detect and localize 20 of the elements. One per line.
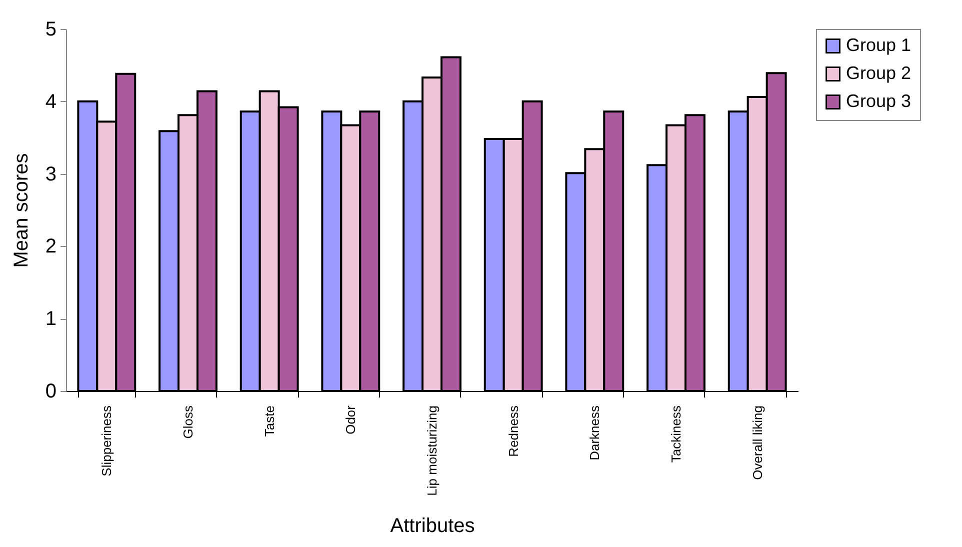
x-tick-label: Darkness [587, 405, 602, 460]
x-tick-label: Gloss [180, 405, 196, 439]
x-tick-label: Odor [343, 404, 358, 434]
y-tick-label: 1 [45, 308, 56, 330]
y-tick-label: 2 [45, 236, 56, 258]
x-axis-title: Attributes [390, 514, 475, 537]
y-tick-label: 3 [45, 163, 56, 186]
y-tick-label: 5 [45, 18, 56, 40]
y-tick-label: 4 [45, 90, 56, 113]
x-tick-label: Redness [506, 405, 521, 457]
x-tick-label: Taste [262, 406, 277, 437]
legend-label: Group 3 [846, 91, 912, 111]
x-tick-label: Tackiness [668, 405, 684, 463]
x-tick-label: Overall liking [750, 406, 765, 480]
legend-label: Group 2 [846, 63, 912, 83]
x-tick-label: Lip moisturizing [424, 406, 440, 496]
y-axis-title: Mean scores [10, 153, 32, 268]
y-tick-label: 0 [45, 380, 56, 402]
x-tick-label: Slipperiness [99, 405, 114, 476]
legend-label: Group 1 [846, 35, 912, 55]
